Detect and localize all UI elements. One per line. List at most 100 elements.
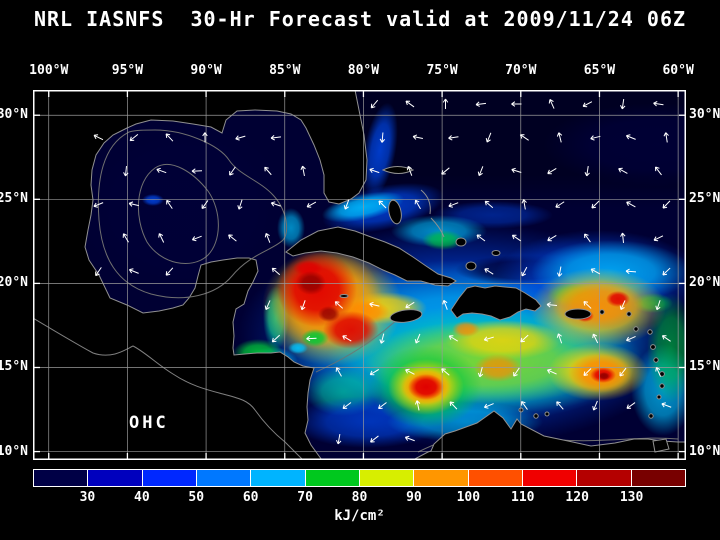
current-arrow xyxy=(123,165,129,177)
current-arrow xyxy=(546,302,558,308)
current-arrow xyxy=(483,403,494,409)
lat-tick-label: 10°N xyxy=(689,443,720,459)
lat-tick-label: 10°N xyxy=(0,443,28,459)
current-arrow xyxy=(625,134,636,140)
current-arrow xyxy=(477,166,484,177)
current-arrow xyxy=(483,336,494,342)
colorbar-tick-label: 60 xyxy=(242,490,259,505)
current-arrow xyxy=(620,232,626,244)
current-arrow xyxy=(405,301,415,309)
current-arrow xyxy=(519,134,529,141)
current-arrow xyxy=(300,300,306,311)
current-arrow xyxy=(655,300,661,311)
current-arrow xyxy=(414,333,421,344)
current-arrow xyxy=(476,234,486,242)
current-arrow xyxy=(404,435,415,442)
latitude-axis-labels-left: 30°N 25°N 20°N 15°N 10°N xyxy=(0,90,31,460)
current-arrow xyxy=(449,401,458,410)
current-arrow xyxy=(592,333,599,344)
current-arrow xyxy=(513,367,520,377)
current-arrow xyxy=(378,402,387,410)
colorbar-segment xyxy=(631,470,685,486)
lon-tick-label: 90°W xyxy=(190,63,222,78)
current-arrow xyxy=(342,335,352,342)
lat-tick-label: 30°N xyxy=(0,107,28,123)
current-arrow xyxy=(343,199,350,210)
current-arrow xyxy=(590,135,601,141)
current-vector-arrows xyxy=(93,98,672,445)
current-arrow xyxy=(582,101,593,108)
current-arrow xyxy=(336,433,342,445)
current-arrow xyxy=(95,267,102,277)
latitude-axis-labels-right: 30°N 25°N 20°N 15°N 10°N xyxy=(688,90,720,460)
current-arrow xyxy=(619,367,627,377)
current-arrow xyxy=(264,300,271,310)
colorbar-segment xyxy=(34,470,88,486)
current-arrow xyxy=(128,201,139,207)
current-arrow xyxy=(618,167,628,174)
ohc-label: OHC xyxy=(129,413,169,433)
current-arrow xyxy=(653,235,664,242)
lat-tick-label: 20°N xyxy=(0,275,28,291)
current-arrow xyxy=(663,132,669,143)
current-arrow xyxy=(485,132,492,143)
current-arrow xyxy=(379,132,386,143)
colorbar-segment xyxy=(468,470,522,486)
current-arrow xyxy=(270,201,281,207)
colorbar-tick-label: 120 xyxy=(565,490,589,505)
colorbar-segment xyxy=(522,470,577,486)
colorbar-tick-label: 130 xyxy=(619,490,644,505)
current-arrow xyxy=(441,167,450,175)
current-arrow xyxy=(128,268,139,274)
current-arrow xyxy=(165,133,174,142)
lat-tick-label: 15°N xyxy=(0,359,28,375)
current-arrow xyxy=(511,167,522,174)
current-arrow xyxy=(122,233,129,243)
jamaica-island xyxy=(389,309,423,323)
current-arrow xyxy=(441,368,450,376)
current-arrow xyxy=(662,200,671,209)
current-arrow xyxy=(202,132,208,143)
current-arrow xyxy=(405,100,415,108)
colorbar-tick-label: 40 xyxy=(134,490,150,505)
current-arrow xyxy=(93,202,104,208)
trinidad-island xyxy=(652,438,670,453)
longitude-axis-labels: 100°W 95°W 90°W 85°W 80°W 75°W 70°W 65°W 60°W xyxy=(29,63,694,81)
current-arrow xyxy=(661,402,672,408)
current-arrow xyxy=(300,165,306,177)
current-arrow xyxy=(306,335,317,342)
lon-tick-label: 75°W xyxy=(426,63,458,78)
current-arrow xyxy=(442,299,448,310)
current-arrow xyxy=(369,368,380,376)
colorbar-tick-label: 80 xyxy=(351,490,368,505)
colorbar-tick-label: 100 xyxy=(456,490,481,505)
current-arrow xyxy=(547,235,557,242)
current-arrow xyxy=(306,201,317,208)
current-arrow xyxy=(448,202,459,208)
current-arrow xyxy=(626,335,636,342)
ohc-map-canvas: OHC xyxy=(32,89,686,461)
current-arrow xyxy=(414,199,421,210)
current-arrow xyxy=(369,167,380,174)
current-arrow xyxy=(229,166,236,176)
current-arrow xyxy=(270,135,282,141)
current-arrow xyxy=(520,334,529,343)
current-arrow xyxy=(556,401,564,410)
lat-tick-label: 15°N xyxy=(689,359,720,375)
colorbar-segment xyxy=(251,470,305,486)
current-arrow xyxy=(379,333,385,344)
current-arrow xyxy=(511,101,522,107)
colorbar xyxy=(33,469,686,487)
current-arrow xyxy=(556,333,563,344)
lat-tick-label: 25°N xyxy=(689,191,720,207)
current-arrow xyxy=(477,367,484,378)
current-arrow xyxy=(93,134,104,141)
colorbar-tick-label: 30 xyxy=(79,490,96,505)
colorbar-segment xyxy=(305,470,359,486)
current-arrow xyxy=(591,200,600,209)
current-arrow xyxy=(165,267,174,276)
current-arrow xyxy=(511,234,521,242)
ohc-field xyxy=(85,90,686,460)
current-arrow xyxy=(237,199,243,210)
current-arrow xyxy=(271,267,281,276)
